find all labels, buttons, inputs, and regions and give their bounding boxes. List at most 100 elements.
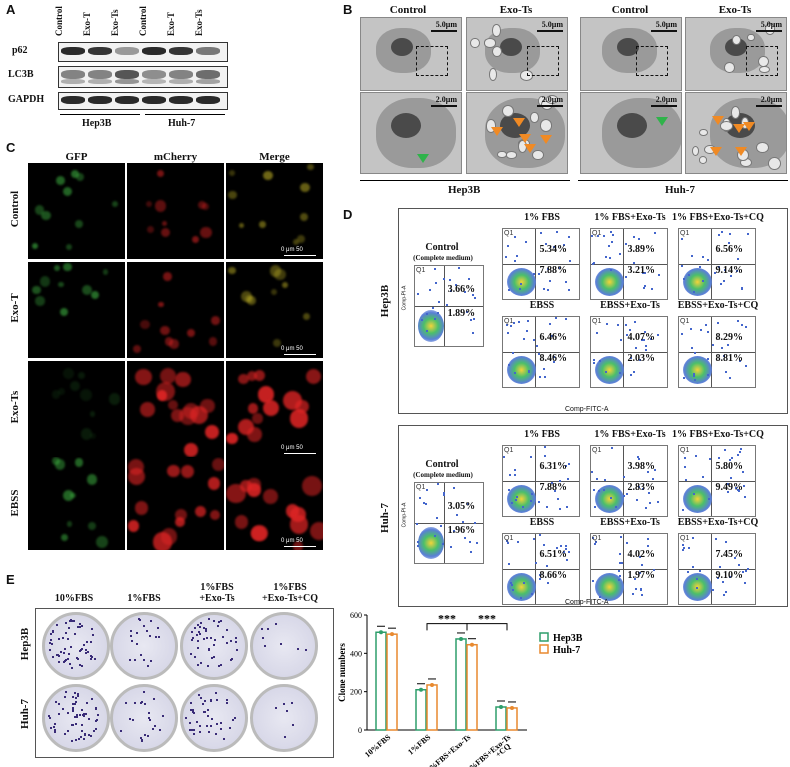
flow-event (421, 318, 424, 321)
q2-percent: 3.05% (447, 500, 476, 512)
flow-event (559, 507, 562, 510)
colony (266, 627, 269, 630)
fluo-cell (244, 295, 253, 303)
flow-event (646, 537, 649, 540)
flow-event (706, 358, 709, 361)
bar (495, 706, 507, 731)
colony (145, 630, 148, 633)
flow-event (514, 499, 517, 501)
bar (375, 631, 387, 731)
fluo-cell (77, 372, 85, 380)
flow-event (644, 506, 647, 509)
autophagic-vacuole (756, 142, 770, 153)
colony (79, 622, 82, 625)
colony (137, 618, 140, 621)
flow-event (437, 483, 440, 486)
blot-band (115, 70, 139, 79)
fluo-cell (70, 492, 76, 499)
flow-event (728, 242, 731, 245)
autophagic-vacuole (747, 33, 755, 42)
colony (147, 735, 150, 738)
flow-event (565, 464, 568, 467)
colony (143, 733, 146, 736)
flow-event (596, 478, 599, 481)
e-row-huh7: Huh-7 (19, 699, 31, 729)
fluo-cell (210, 509, 221, 520)
flow-title: EBSS (529, 300, 555, 311)
y-tick-label: 0 (358, 726, 362, 735)
flow-event (619, 338, 622, 341)
flow-event (716, 321, 719, 324)
colony (151, 728, 154, 731)
legend-swatch (539, 632, 549, 642)
flow-event (619, 553, 622, 556)
arrow-marker (734, 147, 747, 157)
quadrant-line-h (591, 264, 667, 265)
autophagic-vacuole (501, 105, 514, 118)
flow-event (467, 277, 470, 280)
flow-event (633, 321, 636, 324)
fluo-cell (174, 517, 186, 528)
sig-stars: *** (478, 612, 496, 626)
colony (222, 737, 225, 740)
y-axis-label: Comp-PI-A (401, 502, 408, 528)
scale-label: 5.0μm (655, 20, 677, 29)
flow-event (565, 559, 568, 562)
flow-event (544, 454, 547, 457)
colony (92, 633, 95, 636)
flow-event (531, 593, 534, 596)
fluo-cell (247, 427, 262, 443)
colony-dish (250, 684, 318, 752)
flow-plot: 3.66% 1.89% Q1 (414, 265, 484, 347)
flow-event (567, 463, 570, 466)
zoom-box (746, 46, 778, 76)
flow-event (641, 339, 644, 342)
colony (195, 720, 198, 723)
flow-event (546, 506, 549, 509)
data-point (510, 705, 514, 710)
fluo-cell (285, 504, 300, 518)
lane-label: Exo-T (82, 11, 92, 36)
colony (84, 732, 87, 735)
colony (147, 716, 150, 719)
flow-event (728, 576, 731, 579)
colony (75, 714, 78, 717)
colony (94, 719, 97, 722)
colony (129, 718, 132, 721)
fluo-cell (228, 190, 237, 200)
fluo-cell (111, 200, 118, 208)
colony (71, 695, 74, 698)
colony (95, 728, 97, 731)
fluo-cell (192, 235, 200, 243)
flow-event (452, 530, 455, 533)
flow-event (637, 455, 640, 458)
colony (72, 619, 75, 622)
flow-event (442, 491, 445, 494)
colony (150, 659, 153, 662)
flow-event (738, 489, 741, 492)
flow-event (633, 235, 636, 238)
colony (134, 701, 137, 704)
data-point (379, 630, 383, 635)
colony (149, 635, 152, 637)
colony (48, 642, 51, 645)
e-header-10fbs: 10%FBS (54, 593, 94, 604)
colony (74, 716, 77, 719)
flow-event (534, 562, 537, 565)
flow-event (527, 320, 530, 323)
arrow-marker (712, 116, 725, 126)
flow-event (548, 322, 551, 325)
flow-event (563, 550, 566, 553)
row-label-p62: p62 (12, 45, 28, 56)
fluo-cell (108, 393, 120, 405)
flow-event (687, 547, 690, 550)
fluo-cell (133, 344, 142, 353)
flow-event (603, 235, 606, 238)
colony (291, 724, 294, 727)
x-axis-label: Comp-FITC-A (565, 406, 609, 413)
colony (80, 729, 83, 732)
flow-event (683, 465, 686, 468)
blot-band (61, 47, 85, 55)
colony (156, 627, 159, 630)
c-header-merge: Merge (259, 151, 290, 163)
